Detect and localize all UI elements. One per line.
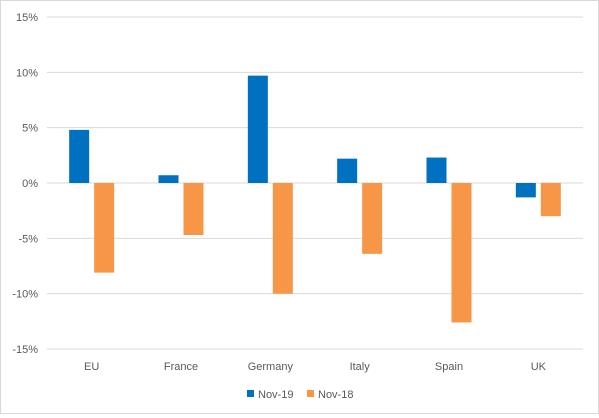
bar-nov-18-spain bbox=[451, 183, 472, 323]
bar-nov-18-uk bbox=[540, 183, 561, 217]
y-tick-label: -10% bbox=[12, 289, 38, 301]
bar-nov-19-italy bbox=[337, 158, 358, 183]
y-tick-label: 0% bbox=[22, 178, 38, 190]
x-tick-label: UK bbox=[531, 361, 547, 373]
legend-swatch bbox=[247, 390, 254, 397]
legend: Nov-19 Nov-18 bbox=[247, 389, 353, 401]
y-tick-label: 15% bbox=[16, 12, 38, 24]
y-axis-tick-labels: 15% 10% 5% 0% -5% -10% -15% bbox=[12, 12, 38, 356]
x-tick-label: Germany bbox=[248, 361, 294, 373]
bar-nov-19-germany bbox=[247, 75, 268, 183]
legend-swatch bbox=[307, 390, 314, 397]
y-tick-label: 10% bbox=[16, 67, 38, 79]
x-tick-label: France bbox=[164, 361, 198, 373]
y-tick-label: -15% bbox=[12, 344, 38, 356]
bar-nov-19-france bbox=[158, 175, 179, 183]
bar-nov-18-france bbox=[183, 183, 204, 236]
bars bbox=[69, 75, 561, 323]
legend-label: Nov-18 bbox=[318, 389, 353, 401]
y-tick-label: 5% bbox=[22, 123, 38, 135]
gridlines bbox=[47, 16, 583, 350]
x-axis-tick-labels: EU France Germany Italy Spain UK bbox=[84, 361, 547, 373]
bar-nov-19-spain bbox=[426, 157, 447, 183]
x-tick-label: Spain bbox=[435, 361, 463, 373]
bar-nov-19-uk bbox=[515, 183, 536, 198]
bar-nov-18-italy bbox=[362, 183, 383, 254]
x-tick-label: EU bbox=[84, 361, 99, 373]
bar-nov-18-eu bbox=[94, 183, 115, 273]
y-tick-label: -5% bbox=[18, 233, 38, 245]
x-tick-label: Italy bbox=[350, 361, 371, 373]
bar-nov-18-germany bbox=[272, 183, 293, 294]
bar-nov-19-eu bbox=[69, 129, 90, 183]
legend-label: Nov-19 bbox=[258, 389, 293, 401]
